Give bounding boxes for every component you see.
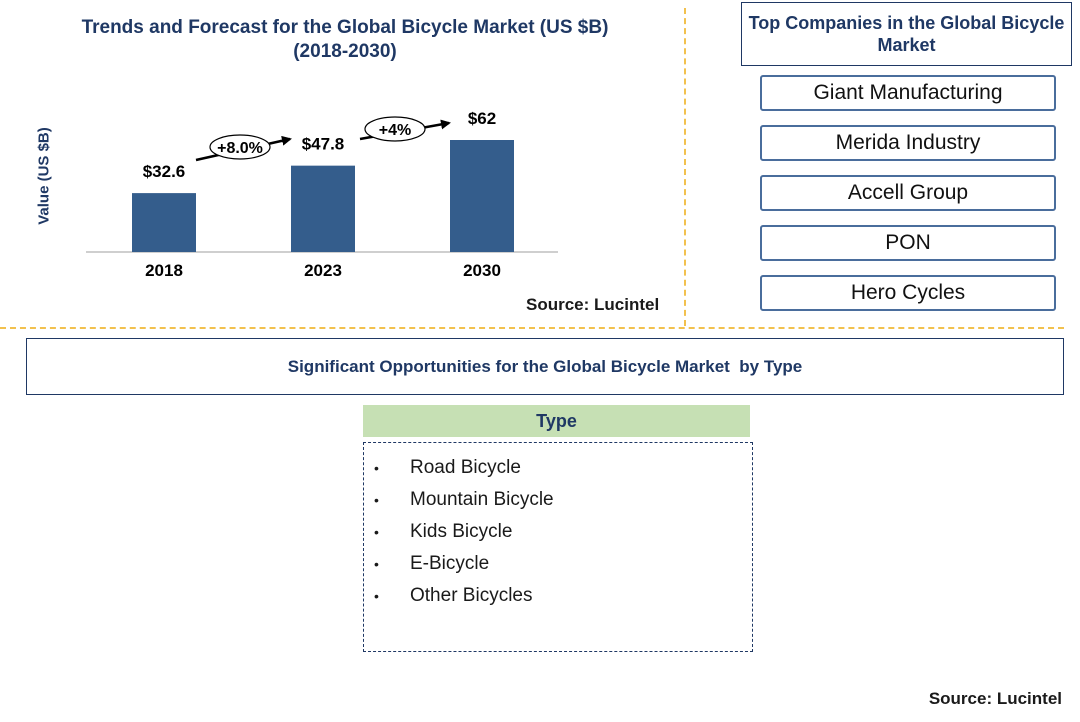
chart-subtitle: (2018-2030) xyxy=(293,41,397,62)
chart-title-main: Trends and Forecast for the Global Bicyc… xyxy=(81,17,609,38)
opportunities-title: Significant Opportunities for the Global… xyxy=(26,338,1064,395)
growth-ellipse xyxy=(209,134,271,160)
company-list: Giant Manufacturing Merida Industry Acce… xyxy=(760,75,1056,325)
bar-chart: $32.6 2018 $47.8 2023 $62 2030 +8.0% +4% xyxy=(86,109,558,280)
company-item: Giant Manufacturing xyxy=(760,75,1056,111)
bar xyxy=(450,140,514,252)
type-label: Other Bicycles xyxy=(410,585,533,606)
type-list: • Road Bicycle • Mountain Bicycle • Kids Bi… xyxy=(374,452,554,612)
bullet-icon: • xyxy=(374,588,379,604)
type-item: • Kids Bicycle xyxy=(374,516,554,548)
type-label: Kids Bicycle xyxy=(410,521,513,542)
x-tick-label: 2018 xyxy=(145,261,183,280)
bullet-icon: • xyxy=(374,460,379,476)
bar xyxy=(132,193,196,252)
type-label: Mountain Bicycle xyxy=(410,489,554,510)
bullet-icon: • xyxy=(374,524,379,540)
x-tick-label: 2023 xyxy=(304,261,342,280)
growth-ellipse xyxy=(364,116,426,142)
company-item: PON xyxy=(760,225,1056,261)
company-item: Merida Industry xyxy=(760,125,1056,161)
bullet-icon: • xyxy=(374,556,379,572)
company-item: Accell Group xyxy=(760,175,1056,211)
bullet-icon: • xyxy=(374,492,379,508)
vertical-divider xyxy=(684,8,686,326)
chart-title: Trends and Forecast for the Global Bicyc… xyxy=(20,16,670,64)
type-label: E-Bicycle xyxy=(410,553,490,574)
bar-value-label: $62 xyxy=(468,109,496,128)
growth-label: +4% xyxy=(379,122,411,139)
companies-title: Top Companies in the Global Bicycle Mark… xyxy=(741,2,1072,66)
growth-label: +8.0% xyxy=(217,140,263,157)
bar-value-label: $47.8 xyxy=(302,135,345,154)
type-header: Type xyxy=(363,405,750,437)
type-label: Road Bicycle xyxy=(410,457,521,478)
bar-value-label: $32.6 xyxy=(143,162,186,181)
type-item: • Road Bicycle xyxy=(374,452,554,484)
bar xyxy=(291,165,355,252)
company-item: Hero Cycles xyxy=(760,275,1056,311)
type-item: • E-Bicycle xyxy=(374,548,554,580)
x-tick-label: 2030 xyxy=(463,261,501,280)
footer-source: Source: Lucintel xyxy=(928,689,1062,708)
type-item: • Other Bicycles xyxy=(374,580,554,612)
horizontal-divider xyxy=(0,327,1064,329)
type-list-box: • Road Bicycle • Mountain Bicycle • Kids Bi… xyxy=(363,442,753,652)
chart-source: Source: Lucintel xyxy=(526,295,660,314)
type-item: • Mountain Bicycle xyxy=(374,484,554,516)
